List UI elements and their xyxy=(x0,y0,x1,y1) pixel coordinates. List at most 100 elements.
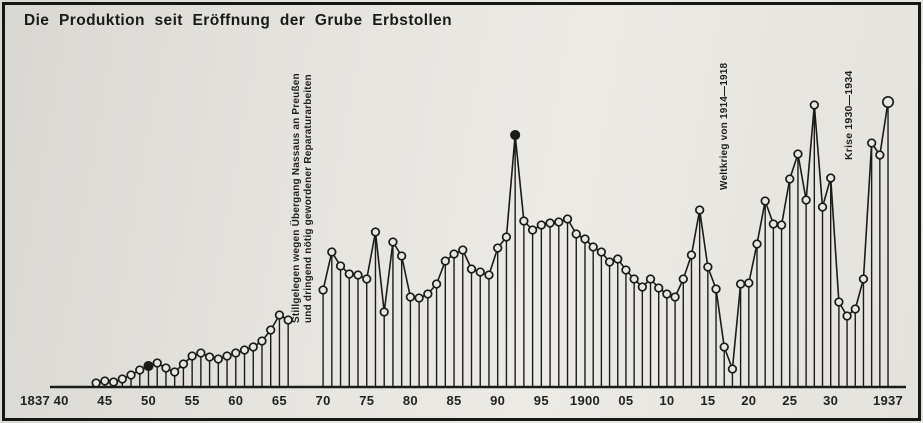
data-point-1937 xyxy=(881,95,895,109)
data-point-1895 xyxy=(536,220,546,230)
data-point-1845 xyxy=(100,376,110,386)
data-point-1855 xyxy=(187,351,197,361)
data-point-1891 xyxy=(501,232,512,242)
data-point-1862 xyxy=(248,342,258,352)
data-point-1864 xyxy=(266,325,276,335)
data-point-1859 xyxy=(222,351,232,361)
data-point-1918 xyxy=(727,364,738,374)
data-point-1874 xyxy=(353,270,363,280)
data-point-1901 xyxy=(588,242,598,252)
data-point-1879 xyxy=(397,251,407,261)
data-point-1853 xyxy=(170,367,180,377)
data-point-1892 xyxy=(510,129,521,141)
data-point-1888 xyxy=(475,267,485,277)
data-point-1926 xyxy=(793,149,803,159)
x-axis-label-75: 75 xyxy=(359,393,374,408)
data-point-1873 xyxy=(344,269,354,279)
data-point-1903 xyxy=(604,257,615,267)
data-point-1882 xyxy=(423,289,433,299)
data-point-1884 xyxy=(440,256,450,266)
x-axis-label-1837: 1837 xyxy=(20,393,50,408)
data-point-1930 xyxy=(826,173,836,183)
data-point-1922 xyxy=(760,196,770,206)
x-axis-label-65: 65 xyxy=(272,393,287,408)
data-point-1935 xyxy=(867,138,877,148)
data-point-1846 xyxy=(108,377,119,387)
x-axis-label-1900: 1900 xyxy=(570,393,600,408)
data-point-1893 xyxy=(519,216,529,226)
x-axis-label-85: 85 xyxy=(447,393,462,408)
x-axis-label-1937: 1937 xyxy=(873,393,903,408)
data-point-1889 xyxy=(484,270,494,280)
data-point-1897 xyxy=(554,217,564,227)
x-axis-label-95: 95 xyxy=(534,393,549,408)
x-axis-label-05: 05 xyxy=(618,393,633,408)
data-point-1854 xyxy=(178,359,189,369)
data-point-1917 xyxy=(719,342,729,352)
x-axis-label-55: 55 xyxy=(185,393,200,408)
x-axis-label-20: 20 xyxy=(741,393,756,408)
data-point-1919 xyxy=(735,279,746,289)
data-point-1912 xyxy=(678,274,688,284)
data-point-1861 xyxy=(239,345,250,355)
data-point-1905 xyxy=(621,265,631,275)
data-point-1851 xyxy=(152,358,162,368)
data-point-1920 xyxy=(744,278,754,288)
annotation-mine-closure-line1: Stillgelegen wegen Übergang Nassaus an P… xyxy=(291,73,302,323)
data-point-1924 xyxy=(776,220,787,230)
trend-line xyxy=(322,101,889,370)
data-point-1896 xyxy=(545,218,555,228)
data-point-1931 xyxy=(834,297,844,307)
x-axis-label-45: 45 xyxy=(97,393,112,408)
data-point-1872 xyxy=(335,261,346,271)
data-point-1904 xyxy=(613,254,623,264)
x-axis-label-90: 90 xyxy=(490,393,505,408)
data-point-1863 xyxy=(257,336,267,346)
x-axis-label-10: 10 xyxy=(659,393,674,408)
data-point-1886 xyxy=(458,245,468,255)
data-point-1907 xyxy=(637,282,647,292)
data-point-1870 xyxy=(318,285,328,295)
data-point-1885 xyxy=(449,249,459,259)
data-point-1898 xyxy=(562,214,573,224)
data-point-1871 xyxy=(327,247,337,257)
data-point-1857 xyxy=(204,352,215,362)
data-point-1899 xyxy=(571,229,581,239)
x-axis-label-80: 80 xyxy=(403,393,418,408)
data-point-1881 xyxy=(414,293,424,303)
data-point-1916 xyxy=(711,284,721,294)
x-axis-label-60: 60 xyxy=(228,393,243,408)
data-point-1877 xyxy=(379,307,389,317)
data-point-1911 xyxy=(670,292,680,302)
data-point-1913 xyxy=(686,250,697,260)
data-point-1902 xyxy=(596,247,607,257)
data-point-1925 xyxy=(785,174,795,184)
data-point-1848 xyxy=(126,370,136,380)
data-point-1908 xyxy=(645,274,656,284)
data-point-1923 xyxy=(768,219,779,229)
data-point-1936 xyxy=(875,150,885,160)
data-point-1915 xyxy=(703,262,713,272)
data-point-1909 xyxy=(654,283,664,293)
data-point-1928 xyxy=(809,100,819,110)
data-point-1883 xyxy=(431,279,442,289)
x-axis-label-40: 40 xyxy=(54,393,69,408)
x-axis-label-70: 70 xyxy=(316,393,331,408)
data-point-1866 xyxy=(283,315,293,325)
x-axis-label-50: 50 xyxy=(141,393,156,408)
data-point-1906 xyxy=(629,274,639,284)
data-point-1927 xyxy=(801,195,811,205)
data-point-1910 xyxy=(662,289,672,299)
data-point-1880 xyxy=(405,292,416,302)
data-point-1932 xyxy=(842,311,852,321)
data-point-1934 xyxy=(858,274,869,284)
x-axis-label-25: 25 xyxy=(782,393,797,408)
annotation-crisis: Krise 1930—1934 xyxy=(843,70,855,160)
data-point-1914 xyxy=(695,205,705,215)
x-axis-label-15: 15 xyxy=(700,393,715,408)
data-point-1844 xyxy=(91,378,101,388)
data-point-1849 xyxy=(135,365,145,375)
data-point-1900 xyxy=(580,234,590,244)
annotation-mine-closure: Stillgelegen wegen Übergang Nassaus an P… xyxy=(291,73,314,323)
